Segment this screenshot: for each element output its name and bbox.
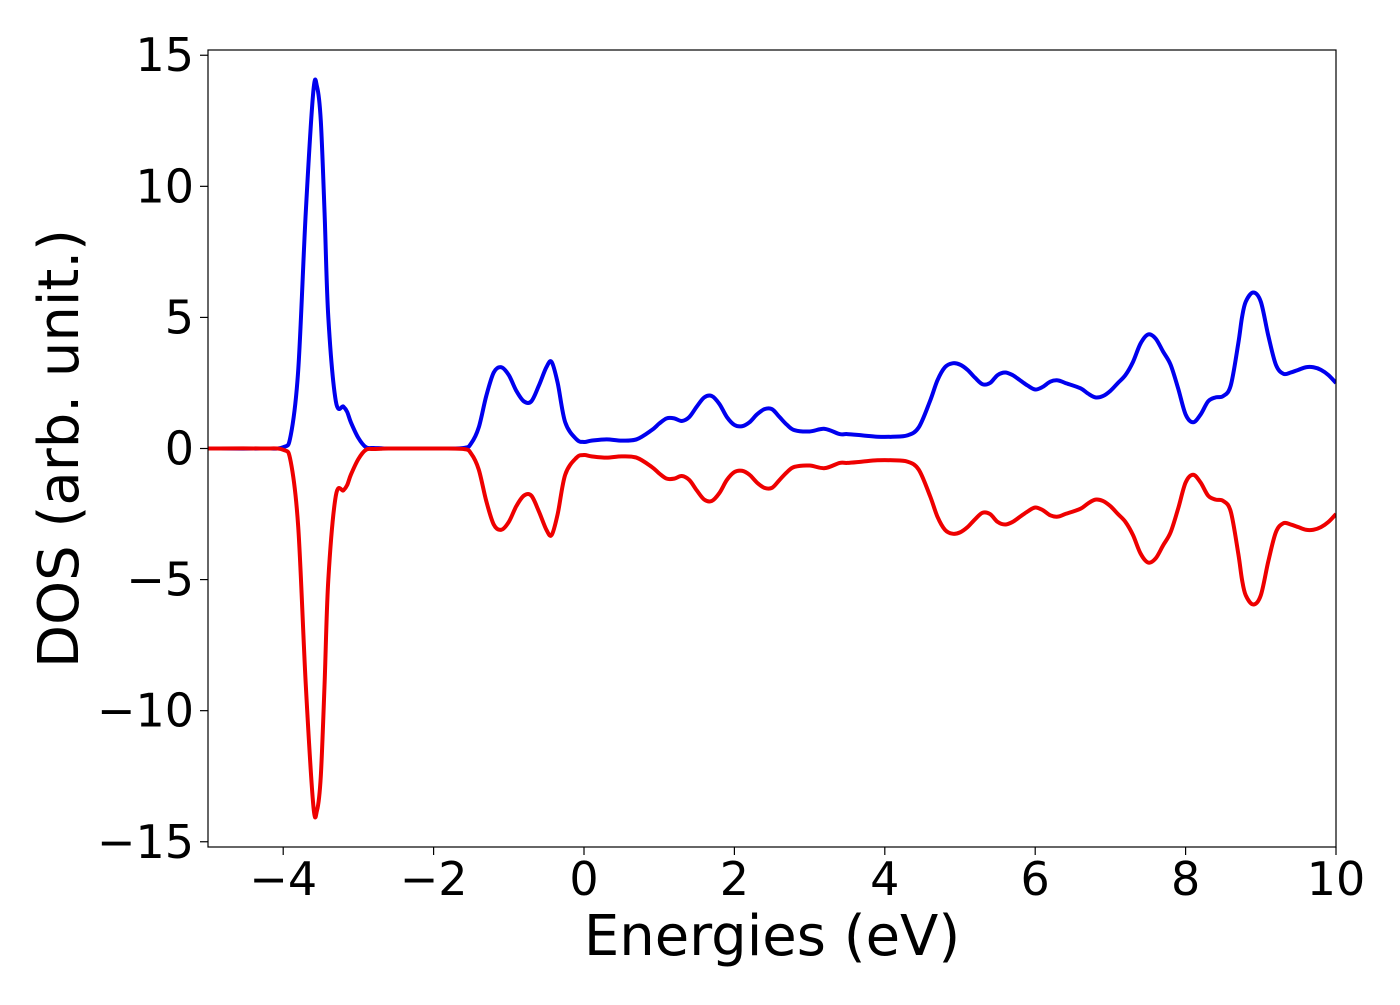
x-axis: −4 −2 0 2 4 6 8 10 bbox=[249, 847, 1365, 906]
y-tick-label: 15 bbox=[135, 28, 194, 82]
x-tick-label: −2 bbox=[400, 852, 468, 906]
y-tick-label: 10 bbox=[135, 159, 194, 213]
series-line-up bbox=[208, 77, 1336, 451]
y-tick-label: −5 bbox=[126, 553, 194, 607]
y-axis: −15 −10 −5 0 5 10 15 bbox=[97, 28, 208, 869]
y-tick-label: −15 bbox=[97, 815, 194, 869]
y-tick-label: −10 bbox=[97, 684, 194, 738]
y-axis-title: DOS (arb. unit.) bbox=[27, 229, 92, 668]
x-axis-title: Energies (eV) bbox=[584, 904, 960, 969]
x-tick-label: 2 bbox=[720, 852, 749, 906]
x-tick-label: 6 bbox=[1021, 852, 1050, 906]
y-tick-label: 5 bbox=[165, 290, 194, 344]
x-tick-label: 4 bbox=[870, 852, 899, 906]
x-tick-label: 10 bbox=[1307, 852, 1366, 906]
x-tick-label: −4 bbox=[249, 852, 317, 906]
series-layer bbox=[208, 77, 1336, 820]
x-tick-label: 0 bbox=[569, 852, 598, 906]
y-tick-label: 0 bbox=[165, 422, 194, 476]
series-line-down bbox=[208, 446, 1336, 820]
x-tick-label: 8 bbox=[1171, 852, 1200, 906]
